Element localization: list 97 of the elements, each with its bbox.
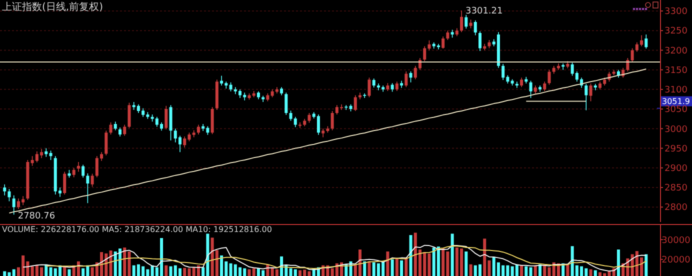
candlestick: [644, 34, 648, 49]
candlestick: [368, 78, 371, 98]
candlestick: [303, 118, 306, 126]
candlestick: [76, 162, 80, 172]
candlestick: [474, 20, 477, 36]
candlestick: [220, 76, 224, 86]
y-tick-label: 2900: [664, 164, 688, 174]
y-tick-label: 3050: [664, 105, 688, 116]
y-tick-label: 2950: [664, 144, 688, 154]
candlestick: [262, 96, 265, 102]
candlestick: [390, 83, 394, 92]
candlestick: [483, 44, 486, 50]
candlestick: [118, 127, 122, 136]
candlestick: [414, 66, 417, 80]
candlestick: [82, 164, 85, 178]
candlestick: [202, 124, 205, 132]
ref-line-label: 3051.9: [662, 97, 690, 106]
candlestick: [322, 128, 325, 138]
candlestick: [316, 114, 320, 135]
chart-title: VOLUME: 226228176.00 MA5: 218736224.00 MA10: 192512816.00: [2, 225, 272, 234]
candlestick: [395, 82, 398, 91]
candlestick: [284, 92, 288, 115]
candlestick: [442, 36, 445, 49]
candlestick: [594, 84, 597, 90]
candlestick: [363, 93, 366, 98]
line-series: [46, 245, 647, 269]
candlestick: [548, 70, 551, 85]
y-tick-label: 3100: [664, 86, 688, 96]
annotation: 3301.21: [466, 6, 503, 17]
chart-title: 上证指数(日线,前复权): [2, 1, 104, 13]
candlestick: [488, 40, 491, 48]
candlestick: [90, 174, 94, 187]
y-tick-label: 2850: [664, 184, 688, 194]
candlestick: [400, 80, 404, 88]
candlestick: [192, 130, 196, 138]
annotation: 2780.76: [18, 212, 56, 222]
y-tick-label: 20000: [662, 256, 691, 266]
candlestick: [446, 30, 450, 40]
line-series: [22, 244, 647, 272]
candlestick: [534, 86, 537, 94]
candlestick: [436, 44, 440, 50]
candlestick: [460, 10, 464, 32]
candlestick: [164, 106, 168, 130]
candlestick: [464, 14, 468, 29]
candlestick: [640, 35, 644, 46]
candlestick: [256, 91, 260, 100]
candlestick: [556, 64, 560, 70]
candlestick: [372, 78, 376, 88]
candlestick: [502, 64, 505, 80]
candlestick: [543, 82, 546, 91]
candlestick: [455, 28, 458, 36]
candlestick: [589, 84, 592, 102]
candlestick: [26, 160, 30, 200]
candlestick: [3, 184, 6, 196]
candlestick: [404, 71, 408, 88]
y-tick-label: 30000: [662, 236, 691, 246]
candlestick: [210, 107, 214, 134]
candlestick: [123, 124, 126, 136]
candlestick: [515, 82, 518, 88]
candlestick: [63, 172, 66, 195]
candlestick: [520, 78, 524, 88]
candlestick: [275, 87, 278, 94]
candlestick: [308, 112, 311, 123]
candlestick: [635, 42, 638, 52]
candlestick: [128, 102, 131, 128]
candlestick: [109, 122, 112, 135]
candlestick: [538, 86, 542, 92]
candlestick: [114, 122, 117, 130]
candlestick: [280, 87, 284, 96]
candlestick: [386, 83, 390, 91]
candlestick: [529, 80, 532, 98]
candlestick: [8, 189, 11, 202]
line-series: [8, 68, 647, 214]
candlestick: [354, 95, 357, 111]
candlestick: [630, 48, 634, 62]
candlestick: [104, 130, 108, 156]
candlestick: [298, 122, 302, 128]
candlestick: [215, 80, 218, 110]
candlestick: [524, 76, 528, 84]
candlestick: [169, 105, 172, 140]
candlestick: [330, 111, 334, 130]
candlestick: [496, 32, 500, 68]
candlestick: [196, 124, 200, 135]
y-tick-label: 3300: [664, 7, 688, 18]
candlestick: [478, 31, 482, 51]
y-tick-label: 3200: [664, 46, 688, 56]
candlestick: [562, 64, 565, 70]
candlestick: [552, 66, 556, 74]
y-tick-label: 3150: [664, 66, 688, 76]
candlestick: [229, 82, 232, 92]
candlestick: [183, 136, 186, 148]
candlestick: [358, 92, 362, 100]
y-tick-label: 3000: [664, 124, 688, 135]
candlestick: [469, 20, 472, 28]
y-tick-label: 2800: [664, 203, 688, 214]
y-tick-label: 3250: [664, 26, 688, 37]
candlestick: [72, 168, 76, 178]
